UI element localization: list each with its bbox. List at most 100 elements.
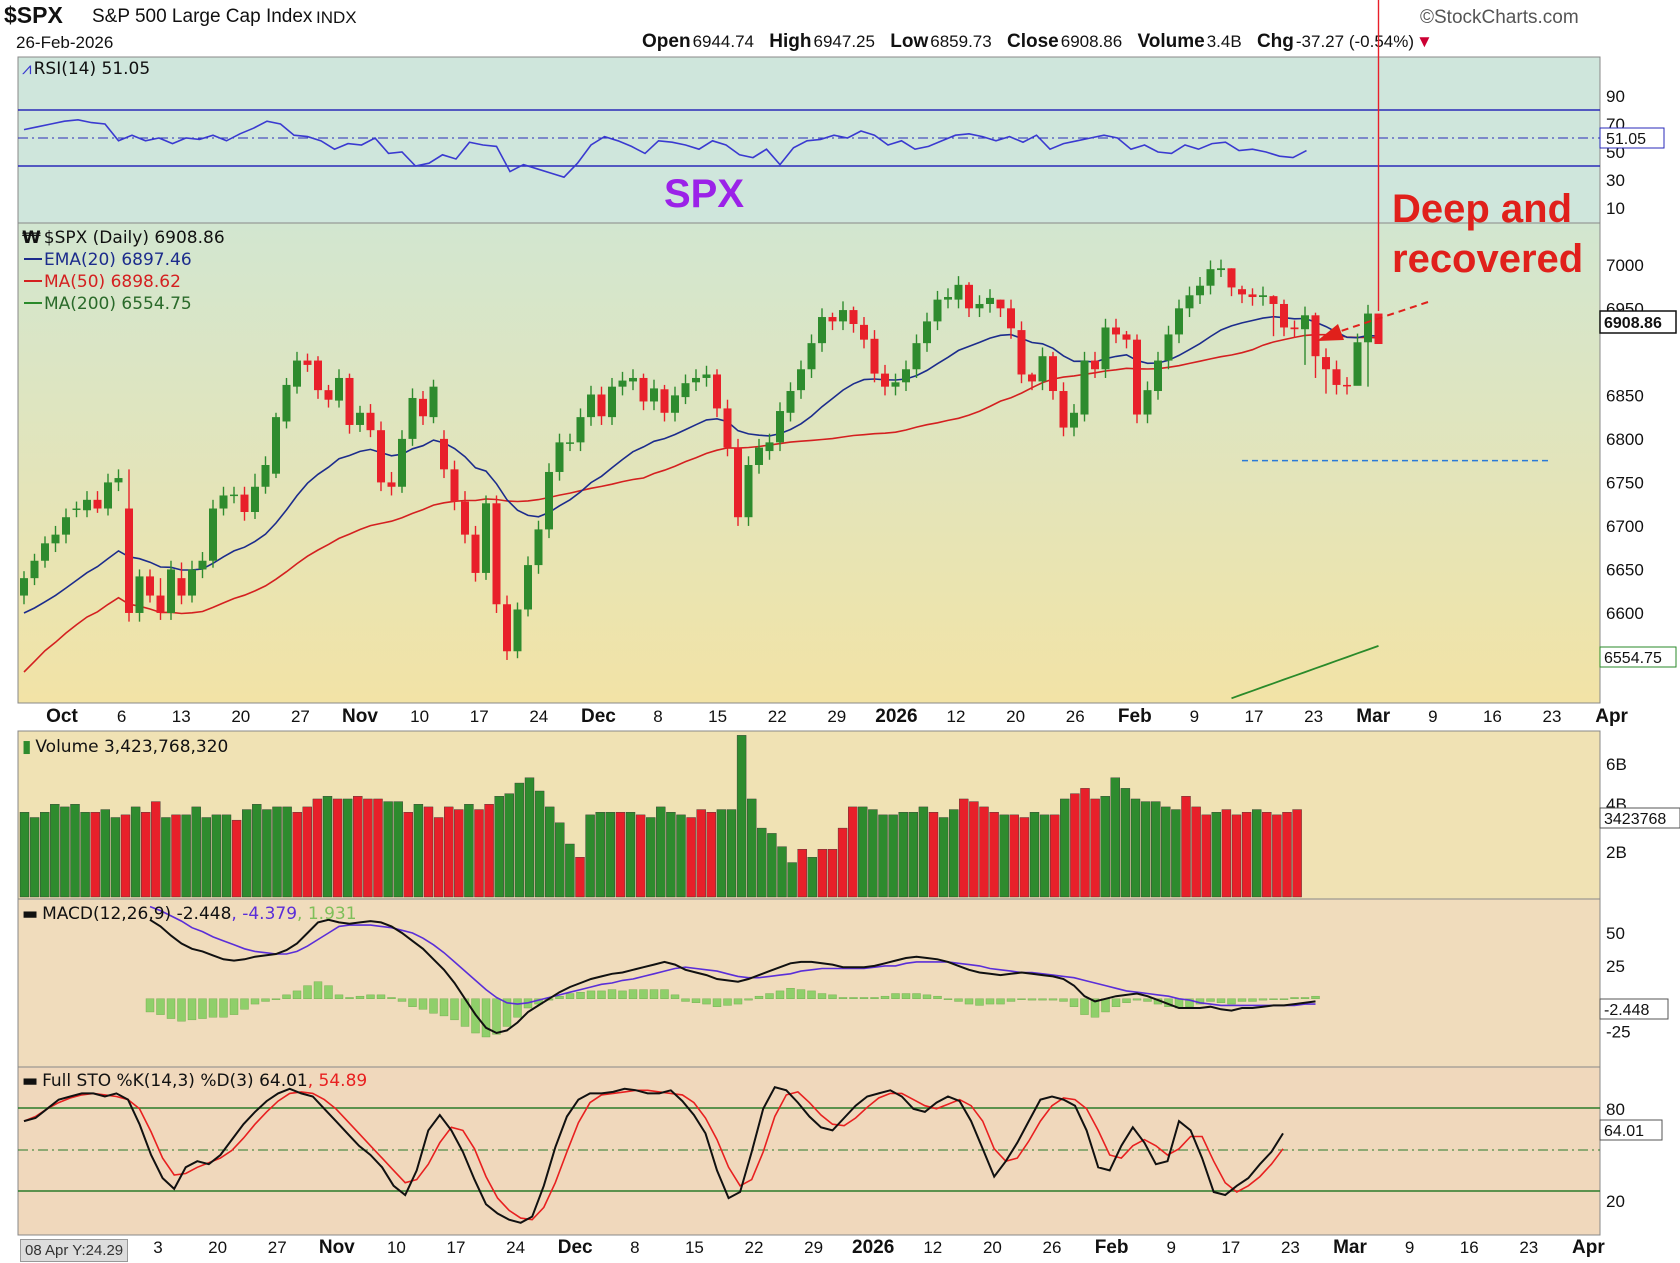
- volume-bar: [1221, 809, 1232, 898]
- macd-tick--25: -25: [1606, 1023, 1631, 1042]
- macd-histogram-bar: [943, 998, 953, 1000]
- macd-histogram-bar: [355, 995, 365, 1000]
- volume-bar: [433, 817, 444, 898]
- date-label-lower-7: Dec: [558, 1237, 593, 1258]
- macd-histogram-bar: [754, 995, 764, 1000]
- volume-bar: [474, 809, 484, 898]
- volume-bar: [231, 819, 242, 898]
- volume-bar: [676, 814, 686, 898]
- macd-legend-text: MACD(12,26,9): [42, 904, 171, 924]
- sto-k-line: [23, 1086, 1284, 1224]
- volume-bar: [1110, 777, 1121, 898]
- candle-body: [618, 380, 627, 387]
- candle-body: [692, 377, 700, 383]
- candle-body: [650, 388, 658, 402]
- macd-histogram-bar: [702, 998, 711, 1005]
- date-label-14: 2026: [875, 706, 917, 727]
- candle-body: [219, 495, 228, 509]
- candle-body: [1164, 334, 1173, 361]
- candle-body: [177, 578, 186, 596]
- volume-bar: [1070, 793, 1080, 898]
- volume-bar: [726, 809, 737, 898]
- volume-bar: [716, 809, 727, 898]
- macd-histogram-bar: [660, 989, 669, 999]
- volume-bar: [151, 801, 161, 898]
- ema20-legend: EMA(20) 6897.46: [44, 250, 192, 270]
- date-label-4: 27: [291, 707, 310, 726]
- deep-annotation-line1: Deep and: [1392, 187, 1572, 231]
- candle-body: [807, 343, 816, 370]
- volume-bar: [464, 804, 474, 898]
- ema20-line: [23, 315, 1379, 614]
- volume-bar: [696, 809, 706, 898]
- volume-bar: [646, 817, 656, 898]
- macd-legend-macd-value: -2.448: [177, 904, 232, 924]
- price-panel-bg: [17, 222, 1601, 704]
- candle-body: [356, 412, 364, 425]
- date-label-lower-2: 27: [268, 1238, 287, 1257]
- date-label-5: Nov: [342, 706, 378, 727]
- date-axis-upper: Oct 6 13 20 27 Nov 10 17 24 Dec 8 15 22 29 2026 12 20 26 F…: [46, 706, 1628, 727]
- volume-bar: [252, 804, 262, 898]
- date-label-25: 23: [1543, 707, 1562, 726]
- macd-histogram-bar: [670, 994, 680, 999]
- candle-body: [30, 560, 39, 579]
- candle-body: [1133, 339, 1141, 415]
- volume-bar: [1181, 796, 1191, 898]
- macd-histogram-bar: [292, 990, 302, 1000]
- cursor-readout: 08 Apr Y:24.29: [20, 1239, 129, 1262]
- candle-body: [1007, 308, 1015, 329]
- volume-bar: [1060, 798, 1070, 898]
- date-label-lower-0: 3: [153, 1238, 162, 1257]
- ma200-price-tag-text: 6554.75: [1604, 650, 1662, 667]
- candle-body: [597, 394, 606, 417]
- macd-histogram-bar: [261, 998, 270, 1002]
- macd-histogram-bar: [1048, 998, 1058, 1001]
- source-credit[interactable]: ©StockCharts.com: [1420, 7, 1579, 28]
- sto-legend: ▬ Full STO %K(14,3) %D(3) 64.01, 54.89: [22, 1071, 367, 1091]
- volume-bar: [29, 817, 40, 898]
- macd-histogram-bar: [198, 998, 207, 1019]
- macd-histogram-bar: [429, 998, 438, 1014]
- macd-histogram-bar: [1237, 998, 1247, 1002]
- sto-legend-k: 64.01: [259, 1071, 308, 1091]
- volume-bar: [1251, 809, 1262, 898]
- macd-tick-50: 50: [1606, 924, 1625, 943]
- price-tick-6700: 6700: [1606, 517, 1644, 536]
- ma200-line: [1231, 645, 1379, 700]
- macd-histogram-bar: [219, 998, 228, 1018]
- macd-histogram-bar: [1290, 997, 1299, 1000]
- candle-body: [828, 317, 837, 322]
- volume-bar: [241, 809, 252, 898]
- macd-legend-icon: ▬: [22, 904, 38, 924]
- candle-body: [1248, 294, 1257, 298]
- candle-body: [146, 576, 154, 596]
- volume-bar: [1282, 812, 1292, 898]
- macd-histogram-bar: [229, 998, 239, 1015]
- symbol-title[interactable]: $SPX: [4, 2, 63, 28]
- volume-bar: [262, 809, 272, 898]
- date-label-19: 9: [1190, 707, 1199, 726]
- macd-histogram-bar: [565, 993, 575, 999]
- candle-body: [408, 397, 417, 439]
- volume-legend-icon: ▮: [22, 737, 31, 757]
- ohlc-readout: Open 6944.74 High 6947.25 Low 6859.73 Close…: [632, 31, 1433, 53]
- volume-bar: [706, 812, 716, 898]
- volume-bar: [949, 809, 959, 898]
- volume-bar: [292, 812, 302, 898]
- volume-legend-text: Volume 3,423,768,320: [35, 737, 228, 757]
- volume-tick-6b: 6B: [1606, 755, 1627, 774]
- volume-bar: [282, 806, 292, 898]
- candle-body: [923, 321, 931, 344]
- candle-body: [1217, 268, 1225, 271]
- volume-bar: [908, 812, 918, 898]
- volume-bar: [989, 812, 999, 898]
- date-label-7: 17: [470, 707, 489, 726]
- macd-histogram-bar: [1132, 998, 1142, 1001]
- macd-histogram-bar: [313, 981, 323, 1000]
- candle-body: [314, 360, 322, 391]
- candle-body: [335, 377, 343, 401]
- date-label-21: 23: [1304, 707, 1323, 726]
